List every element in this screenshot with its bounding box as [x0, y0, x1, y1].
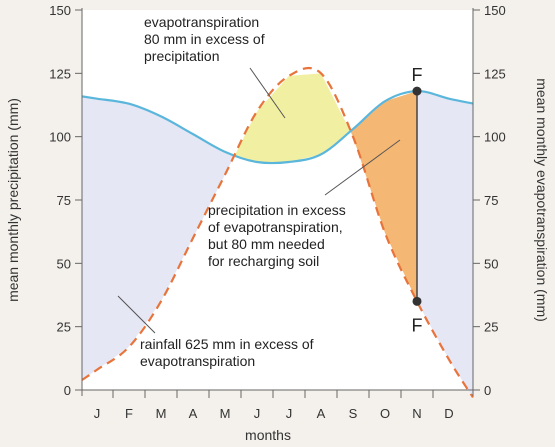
- right-tick-label: 125: [484, 66, 506, 81]
- month-label: N: [412, 406, 421, 421]
- left-tick-label: 75: [57, 193, 71, 208]
- rainfall-surplus-area: [82, 96, 235, 380]
- month-label: M: [220, 406, 231, 421]
- recharge-annotation-line-3: but 80 mm needed: [208, 236, 325, 252]
- rainfall-annotation-line-1: rainfall 625 mm in excess of: [140, 336, 314, 352]
- left-tick-label: 25: [57, 320, 71, 335]
- point-f-marker-1: [412, 86, 422, 96]
- month-label: S: [349, 406, 358, 421]
- right-tick-label: 25: [484, 320, 498, 335]
- right-tick-label: 75: [484, 193, 498, 208]
- recharge-annotation-line-2: of evapotranspiration,: [208, 219, 343, 235]
- point-f-label-1: F: [412, 65, 423, 85]
- right-tick-label: 50: [484, 256, 498, 271]
- evapotranspiration-line: [81, 66, 474, 399]
- evapotranspiration-surplus-area: [235, 73, 351, 162]
- left-tick-label: 50: [57, 256, 71, 271]
- left-axis-title: mean monthly precipitation (mm): [5, 98, 21, 302]
- point-f-label-2: F: [412, 315, 423, 335]
- month-label: J: [286, 406, 293, 421]
- month-label: A: [189, 406, 198, 421]
- left-tick-label: 100: [49, 130, 71, 145]
- month-label: D: [444, 406, 453, 421]
- point-f-marker-2: [412, 296, 422, 306]
- late-rainfall-surplus-area: [417, 91, 473, 398]
- month-label: J: [254, 406, 261, 421]
- right-axis-title: mean monthly evapotranspiration (mm): [534, 78, 550, 322]
- right-tick-label: 150: [484, 3, 506, 18]
- excess_et-annotation-line-2: 80 mm in excess of: [144, 31, 265, 47]
- right-tick-label: 0: [484, 383, 491, 398]
- x-axis-title: months: [245, 427, 291, 443]
- recharge-annotation-line-4: for recharging soil: [208, 253, 319, 269]
- left-tick-label: 125: [49, 66, 71, 81]
- month-label: J: [94, 406, 101, 421]
- recharge-annotation-line-1: precipitation in excess: [208, 202, 346, 218]
- excess_et-leader-line: [249, 67, 286, 119]
- month-label: F: [125, 406, 133, 421]
- left-tick-label: 150: [49, 3, 71, 18]
- recharge-leader-line: [324, 139, 401, 196]
- excess_et-annotation-line-1: evapotranspiration: [144, 14, 259, 30]
- month-label: O: [380, 406, 390, 421]
- soil-recharge-area: [350, 91, 417, 302]
- right-tick-label: 100: [484, 130, 506, 145]
- month-label: A: [317, 406, 326, 421]
- rainfall-annotation-line-2: evapotranspiration: [140, 353, 255, 369]
- excess_et-annotation-line-3: precipitation: [144, 48, 220, 64]
- month-label: M: [156, 406, 167, 421]
- rainfall-leader-line: [117, 295, 156, 334]
- left-tick-label: 0: [64, 383, 71, 398]
